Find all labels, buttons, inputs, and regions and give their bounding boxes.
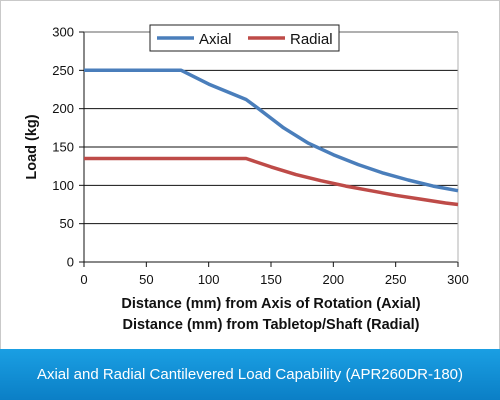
y-tick-labels: 0 50 100 150 200 250 300: [52, 25, 74, 270]
series-line-axial: [84, 68, 459, 193]
x-tick-label-150: 150: [260, 272, 282, 287]
x-tick-label-250: 250: [385, 272, 407, 287]
y-tick-label-0: 0: [67, 255, 74, 270]
x-tick-label-200: 200: [322, 272, 344, 287]
x-tick-label-0: 0: [80, 272, 87, 287]
x-tick-labels: 0 50 100 150 200 250 300: [80, 272, 468, 287]
legend-label-axial: Axial: [199, 31, 232, 48]
x-tick-label-50: 50: [139, 272, 153, 287]
x-axis-title-line1: Distance (mm) from Axis of Rotation (Axi…: [121, 296, 420, 312]
legend: Axial Radial: [149, 24, 340, 52]
x-tick-label-100: 100: [198, 272, 220, 287]
y-axis-title: Load (kg): [24, 114, 40, 179]
figure-caption: Axial and Radial Cantilevered Load Capab…: [0, 349, 500, 400]
y-tick-label-150: 150: [52, 140, 74, 155]
y-tick-label-200: 200: [52, 101, 74, 116]
y-tick-label-50: 50: [60, 216, 74, 231]
x-tick-label-300: 300: [447, 272, 469, 287]
load-capability-chart: 0 50 100 150 200 250 300 0 50 100 150 200 250 300 Lo…: [24, 24, 469, 333]
y-tick-label-250: 250: [52, 63, 74, 78]
y-tick-label-300: 300: [52, 25, 74, 40]
series-lines: [84, 68, 459, 207]
series-line-radial: [84, 156, 459, 207]
legend-label-radial: Radial: [290, 31, 333, 48]
x-axis-title-line2: Distance (mm) from Tabletop/Shaft (Radia…: [122, 317, 419, 333]
y-tick-label-100: 100: [52, 178, 74, 193]
